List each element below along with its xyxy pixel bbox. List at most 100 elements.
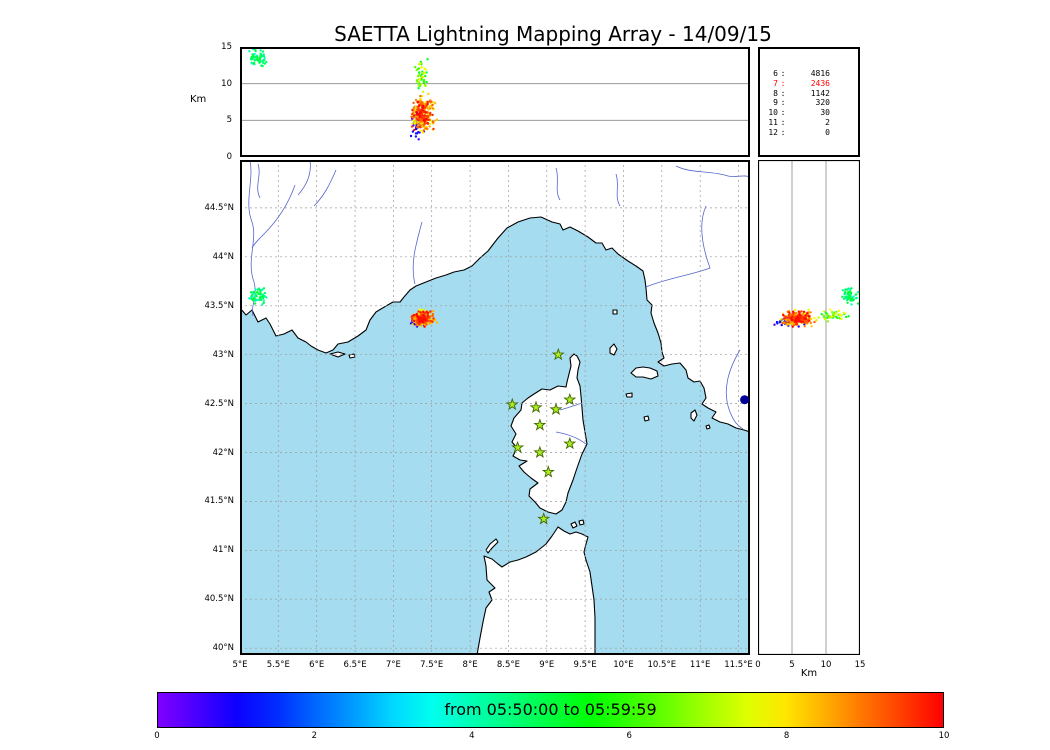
lightning-scatter-right [773,287,860,328]
station-count-value: 1142 [810,88,830,98]
altitude-tick-label: 0 [755,660,761,670]
station-count-separator: : [780,127,786,137]
station-count-value: 2 [825,117,830,127]
lon-tick-label: 11°E [689,660,711,670]
station-star-marker [533,418,547,431]
station-count-value: 2436 [810,78,830,88]
lon-tick-label: 6.5°E [343,660,367,670]
station-star-marker [549,402,563,415]
chart-title: SAETTA Lightning Mapping Array - 14/09/1… [334,22,772,46]
station-star-marker [563,392,577,406]
altitude-tick-label: 5 [226,115,232,126]
lat-tick-label: 42.5°N [204,398,234,409]
lightning-scatter-top [248,48,439,141]
lon-tick-label: 8°E [462,660,478,670]
station-count-label: 8 [773,88,778,98]
lon-tick-label: 11.5°E [724,660,753,670]
station-star-marker [537,512,551,525]
altitude-axis-label-right: Km [800,668,818,679]
lon-tick-label: 10.5°E [647,660,677,670]
station-count-label: 7 [773,78,778,88]
station-star-marker [563,436,577,450]
station-star-marker [505,397,519,411]
altitude-tick-label: 0 [226,152,232,162]
colorbar-tick-label: 4 [469,731,475,741]
lat-tick-label: 44.5°N [204,202,234,213]
station-star-marker [533,445,547,458]
station-count-value: 4816 [810,69,830,78]
station-star-marker [551,347,565,361]
station-count-label: 6 [773,69,778,78]
lat-tick-label: 41.5°N [204,496,234,507]
station-count-label: 9 [773,98,778,108]
station-counts-panel: 6: 4816 7: 2436 8: 1142 9: 320 10: 30 11: 2 12: 0 [758,47,860,157]
station-count-row: 7: 2436 [762,79,858,89]
lon-tick-label: 7°E [385,660,401,670]
lon-tick-label: 8.5°E [496,660,520,670]
right-panel-border [758,160,860,655]
colorbar-tick-label: 10 [938,731,950,741]
station-count-row: 9: 320 [762,98,858,108]
station-count-separator: : [780,69,786,78]
station-count-label: 12 [768,127,778,137]
altitude-vs-longitude-panel [240,47,750,157]
lma-station-markers [505,347,577,525]
altitude-axis-label-top: Km [190,94,207,105]
time-colorbar: from 05:50:00 to 05:59:59 [157,692,944,728]
station-count-separator: : [780,108,786,118]
map-panel [240,160,750,655]
offshore-marker-dot [740,395,750,405]
lat-tick-label: 44°N [212,251,234,262]
station-count-separator: : [780,117,786,127]
lat-tick-label: 43°N [212,349,234,360]
station-count-value: 320 [815,98,830,108]
map-border [240,160,750,655]
lon-tick-label: 9°E [539,660,555,670]
station-count-row: 10: 30 [762,108,858,118]
lon-tick-label: 9.5°E [573,660,597,670]
lon-tick-label: 7.5°E [420,660,444,670]
map-gridlines [240,160,750,655]
station-count-separator: : [780,88,786,98]
lon-tick-label: 5°E [232,660,248,670]
altitude-tick-label: 5 [789,660,795,670]
altitude-tick-label: 10 [820,660,832,670]
altitude-tick-label: 15 [854,660,866,670]
altitude-tick-label: 10 [221,78,232,89]
lat-tick-label: 42°N [212,447,234,458]
lon-tick-label: 10°E [613,660,634,670]
station-count-row: 12: 0 [762,128,858,138]
station-count-row: 6: 4816 [762,69,858,79]
lon-tick-label: 5.5°E [266,660,290,670]
colorbar-time-label: from 05:50:00 to 05:59:59 [444,700,657,720]
lat-tick-label: 40°N [212,643,234,654]
station-count-value: 0 [825,127,830,137]
colorbar-tick-label: 2 [311,731,318,741]
colorbar-tick-label: 0 [154,731,160,741]
altitude-longitude-plot [240,47,750,157]
map-plot [240,160,750,655]
station-count-label: 10 [768,108,778,118]
lon-tick-label: 6°E [309,660,325,670]
station-count-separator: : [780,78,786,88]
station-count-row: 8: 1142 [762,89,858,99]
colorbar-tick-label: 6 [626,731,632,741]
station-star-marker [511,440,525,454]
lightning-scatter-map [248,287,439,328]
station-star-marker [529,400,543,413]
coastline-land [240,160,750,655]
station-count-separator: : [780,98,786,108]
altitude-latitude-plot [758,160,860,655]
lat-tick-label: 41°N [212,545,234,556]
lat-tick-label: 40.5°N [204,594,234,605]
station-count-label: 11 [768,117,778,127]
station-star-marker [541,465,555,478]
station-count-row: 11: 2 [762,118,858,128]
altitude-vs-latitude-panel [758,160,860,655]
colorbar-tick-label: 8 [783,731,790,741]
altitude-tick-label: 15 [221,42,232,52]
station-count-value: 30 [820,108,830,118]
top-panel-border [240,47,750,157]
lat-tick-label: 43.5°N [204,300,234,311]
